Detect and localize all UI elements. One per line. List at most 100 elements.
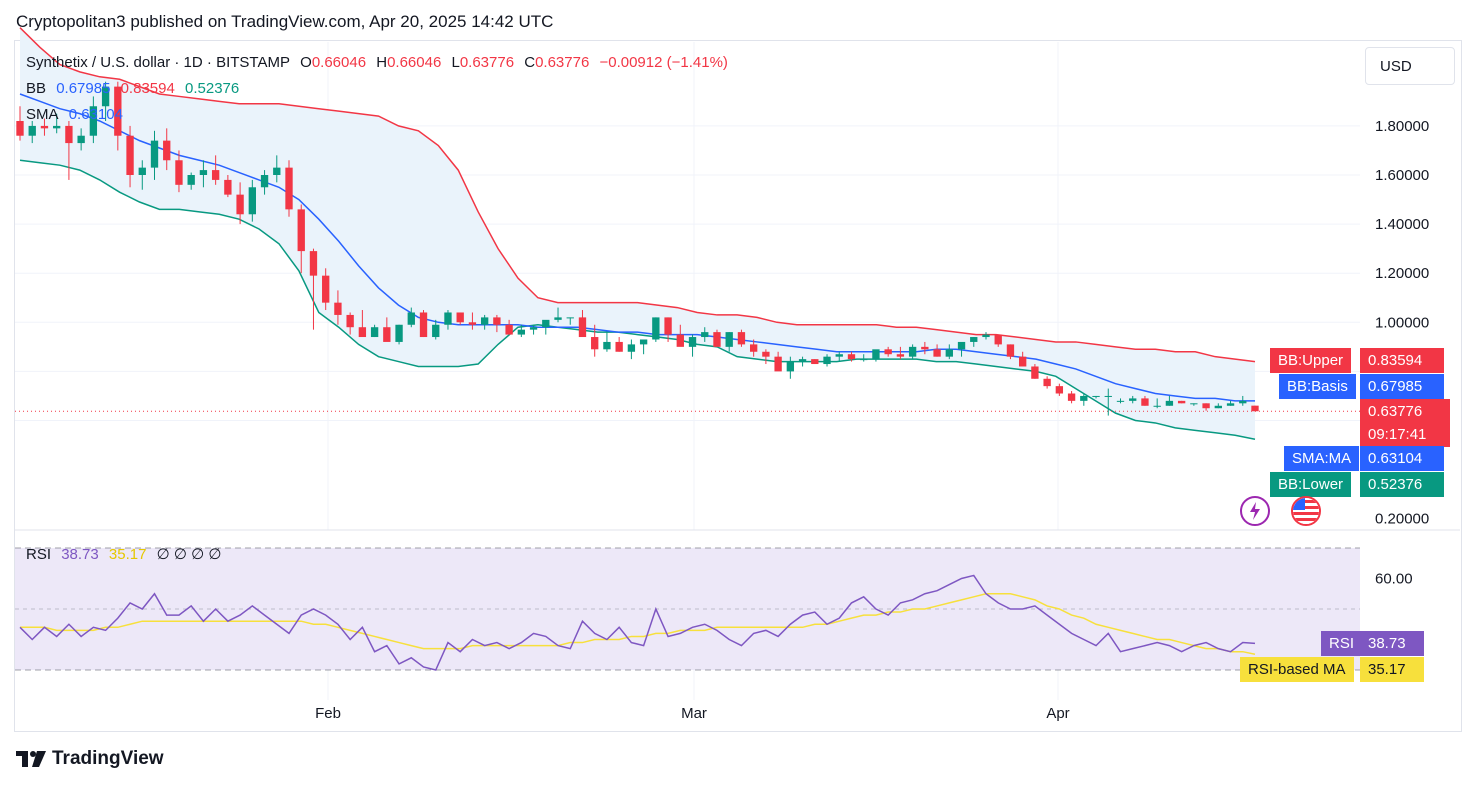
rsi-legend-value: 38.73 bbox=[61, 546, 99, 563]
candle-body bbox=[701, 332, 709, 338]
candle-body bbox=[786, 361, 795, 372]
candle-body bbox=[957, 341, 966, 350]
candle-body bbox=[1202, 403, 1210, 409]
bb-lower-value: 0.52376 bbox=[185, 80, 240, 97]
candle-body bbox=[199, 170, 208, 175]
candle-body bbox=[1165, 400, 1174, 406]
rsi-ma-legend-value: 35.17 bbox=[108, 546, 147, 563]
candle-body bbox=[1092, 395, 1100, 397]
symbol-legend: Synthetix / U.S. dollar · 1D · BITSTAMP … bbox=[26, 54, 734, 71]
time-tick-label: Feb bbox=[315, 705, 341, 722]
candle-body bbox=[175, 160, 183, 185]
candle-body bbox=[798, 359, 807, 362]
bb-lower-line bbox=[19, 159, 1256, 440]
candle-body bbox=[1031, 366, 1039, 379]
lightning-icon[interactable] bbox=[1240, 496, 1270, 526]
candle-body bbox=[529, 327, 538, 330]
candle-body bbox=[639, 339, 648, 345]
candle-body bbox=[260, 175, 269, 188]
time-tick-label: Apr bbox=[1046, 705, 1069, 722]
candle-body bbox=[114, 86, 122, 136]
rsi-ma-line bbox=[20, 593, 1256, 655]
bb-basis-tag-value: 0.67985 bbox=[1360, 374, 1444, 399]
price-tick-label: 1.80000 bbox=[1375, 118, 1429, 135]
candle-body bbox=[749, 344, 758, 352]
candle-body bbox=[615, 341, 623, 352]
candle-body bbox=[835, 354, 843, 357]
price-tick-label: 1.00000 bbox=[1375, 314, 1429, 331]
candle-body bbox=[847, 354, 856, 360]
candle-body bbox=[248, 187, 256, 215]
candle-body bbox=[945, 349, 953, 357]
symbol-name[interactable]: Synthetix / U.S. dollar · 1D · BITSTAMP bbox=[26, 54, 290, 71]
sma-label: SMA bbox=[26, 106, 59, 123]
rsi-tag-value: 38.73 bbox=[1360, 631, 1424, 656]
sma-legend[interactable]: SMA 0.63104 bbox=[26, 106, 129, 123]
candle-body bbox=[725, 332, 733, 347]
candle-body bbox=[860, 359, 868, 361]
candle-body bbox=[1129, 398, 1137, 401]
sma-tag-label: SMA:MA bbox=[1284, 446, 1360, 471]
candle-body bbox=[126, 135, 134, 175]
candle-body bbox=[1226, 403, 1235, 406]
candle-body bbox=[921, 346, 929, 350]
candle-body bbox=[163, 140, 171, 161]
bb-lower-tag-label: BB:Lower bbox=[1270, 472, 1352, 497]
candle-body bbox=[664, 317, 672, 335]
candle-body bbox=[1019, 356, 1027, 367]
candle-body bbox=[444, 312, 452, 325]
candle-body bbox=[334, 302, 342, 315]
ohlc-open: O0.66046 bbox=[300, 54, 367, 71]
us-flag-icon[interactable] bbox=[1291, 496, 1321, 526]
bb-upper-line bbox=[19, 27, 1256, 363]
candle-body bbox=[322, 275, 330, 303]
tradingview-brand[interactable]: TradingView bbox=[16, 748, 164, 770]
candle-body bbox=[150, 140, 159, 168]
candle-body bbox=[566, 317, 574, 319]
currency-button[interactable]: USD bbox=[1365, 47, 1455, 85]
sma-value: 0.63104 bbox=[68, 106, 123, 123]
candle-body bbox=[762, 351, 770, 357]
candle-body bbox=[1055, 386, 1064, 394]
candle-body bbox=[737, 332, 746, 345]
candle-body bbox=[652, 317, 660, 340]
candle-body bbox=[1214, 405, 1222, 409]
candle-body bbox=[16, 120, 24, 136]
candle-body bbox=[603, 341, 611, 350]
candle-body bbox=[297, 209, 305, 252]
bb-basis-tag-label: BB:Basis bbox=[1279, 374, 1356, 399]
bb-lower-tag-value: 0.52376 bbox=[1360, 472, 1444, 497]
candle-body bbox=[872, 349, 880, 360]
candle-body bbox=[1116, 400, 1125, 402]
chart-frame bbox=[14, 40, 1462, 732]
price-tick-label: 1.60000 bbox=[1375, 167, 1429, 184]
bb-label: BB bbox=[26, 80, 47, 97]
candle-body bbox=[358, 327, 367, 338]
rsi-legend[interactable]: RSI 38.73 35.17 ∅ ∅ ∅ ∅ bbox=[26, 545, 227, 563]
candle-body bbox=[982, 334, 990, 338]
candle-body bbox=[908, 346, 917, 357]
candle-body bbox=[1067, 393, 1076, 401]
rsi-band-fill bbox=[15, 548, 1360, 670]
price-tick-label: 1.40000 bbox=[1375, 216, 1429, 233]
rsi-line bbox=[19, 574, 1256, 671]
candle-body bbox=[994, 334, 1002, 345]
candle-body bbox=[285, 167, 293, 210]
candle-body bbox=[676, 334, 684, 347]
bb-basis-line bbox=[19, 93, 1256, 402]
candle-body bbox=[517, 329, 526, 335]
bb-legend[interactable]: BB 0.67985 0.83594 0.52376 bbox=[26, 80, 245, 97]
candle-body bbox=[236, 194, 244, 215]
candle-body bbox=[1043, 378, 1051, 387]
bar-countdown: 09:17:41 bbox=[1360, 422, 1450, 447]
candle-body bbox=[1190, 403, 1198, 405]
candle-body bbox=[1239, 400, 1247, 404]
candle-body bbox=[40, 125, 49, 129]
candle-body bbox=[480, 317, 489, 325]
candle-body bbox=[1153, 405, 1161, 407]
candle-body bbox=[591, 337, 599, 350]
tradingview-logo-icon bbox=[16, 751, 46, 767]
last-price-tag: 0.63776 bbox=[1360, 399, 1450, 424]
candle-body bbox=[383, 327, 391, 342]
